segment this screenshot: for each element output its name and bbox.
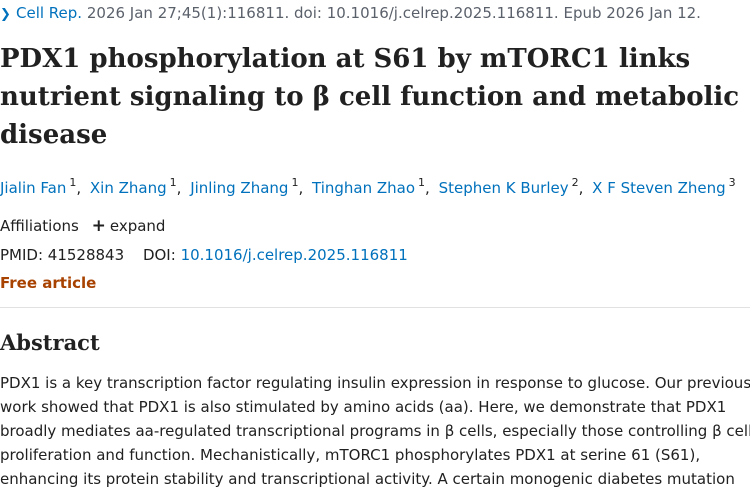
author-link[interactable]: X F Steven Zheng [592,179,726,197]
abstract-line: work showed that PDX1 is also stimulated… [0,398,727,416]
citation-details: 2026 Jan 27;45(1):116811. doi: 10.1016/j… [86,4,701,22]
plus-icon: + [91,216,106,236]
title-line: disease [0,120,108,150]
expand-affiliations-button[interactable]: + expand [91,216,166,236]
author-link[interactable]: Tinghan Zhao [312,179,416,197]
abstract-line: enhancing its protein stability and tran… [0,470,735,488]
free-article-badge: Free article [0,274,97,292]
title-line: PDX1 phosphorylation at S61 by mTORC1 li… [0,44,691,74]
citation-line: ❯ Cell Rep. 2026 Jan 27;45(1):116811. doi… [0,3,701,25]
doi-label: DOI: [142,246,176,264]
affiliations-row: Affiliations + expand [0,215,165,237]
author-list: Jialin Fan 1, Xin Zhang 1, Jinling Zhang 1,… [0,176,736,197]
journal-link[interactable]: Cell Rep. [16,4,83,22]
author-link[interactable]: Jinling Zhang [190,179,289,197]
pmid-value: 41528843 [47,246,125,264]
doi-link[interactable]: 10.1016/j.celrep.2025.116811 [180,246,408,264]
affiliations-label: Affiliations [0,217,79,235]
author-link[interactable]: Jialin Fan [0,179,67,197]
abstract-line: broadly mediates aa-regulated transcript… [0,422,750,440]
identifiers-row: PMID: 41528843 DOI: 10.1016/j.celrep.202… [0,244,408,266]
pmid-label: PMID: [0,246,44,264]
chevron-right-icon[interactable]: ❯ [0,7,11,22]
abstract-heading: Abstract [0,330,100,355]
divider [0,307,750,308]
affiliation-ref[interactable]: 3 [728,176,736,189]
author-link[interactable]: Xin Zhang [89,179,167,197]
expand-label: expand [109,217,166,235]
affiliation-ref[interactable]: 2 [571,176,579,189]
affiliation-ref[interactable]: 1 [418,176,426,189]
title-line: nutrient signaling to β cell function an… [0,82,740,112]
affiliation-ref[interactable]: 1 [69,176,77,189]
affiliation-ref[interactable]: 1 [169,176,177,189]
article-title: PDX1 phosphorylation at S61 by mTORC1 li… [0,40,740,154]
abstract-line: PDX1 is a key transcription factor regul… [0,374,750,392]
abstract-text: PDX1 is a key transcription factor regul… [0,371,750,491]
abstract-line: proliferation and function. Mechanistica… [0,446,701,464]
author-link[interactable]: Stephen K Burley [438,179,569,197]
affiliation-ref[interactable]: 1 [291,176,299,189]
